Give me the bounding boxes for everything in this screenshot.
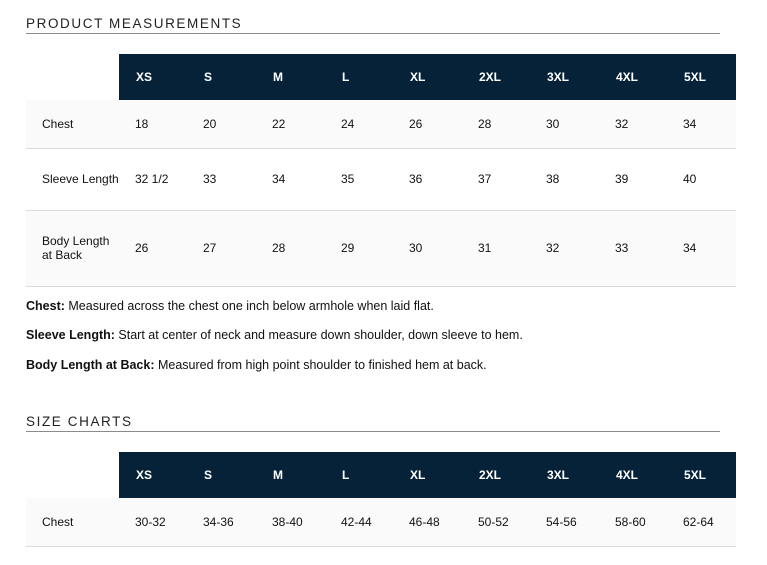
size-header: 3XL <box>530 452 599 498</box>
table-cell: 39 <box>599 148 667 211</box>
measurements-title: PRODUCT MEASUREMENTS <box>26 16 243 31</box>
table-cell: 35 <box>325 148 393 211</box>
size-header: 5XL <box>667 452 736 498</box>
table-cell: 34 <box>256 148 325 211</box>
table-cell: 50-52 <box>462 498 530 547</box>
note-chest: Chest: Measured across the chest one inc… <box>26 299 434 313</box>
table-cell: 58-60 <box>599 498 667 547</box>
table-cell: 26 <box>393 100 462 149</box>
table-cell: 20 <box>187 100 256 149</box>
row-label-sleeve-length: Sleeve Length <box>26 148 119 211</box>
size-header: L <box>325 54 393 100</box>
table-cell: 38 <box>530 148 599 211</box>
size-charts-title-rule <box>26 431 720 432</box>
measurements-table: XS S M L XL 2XL 3XL 4XL 5XL Chest 18 20 … <box>26 54 736 287</box>
size-header: 2XL <box>462 452 530 498</box>
note-text: Measured across the chest one inch below… <box>64 299 434 313</box>
note-body-length: Body Length at Back: Measured from high … <box>26 358 487 372</box>
table-cell: 32 <box>530 210 599 287</box>
row-label-chest: Chest <box>26 100 119 149</box>
size-header: 3XL <box>530 54 599 100</box>
table-cell: 30 <box>530 100 599 149</box>
note-text: Start at center of neck and measure down… <box>114 328 523 342</box>
measurements-header-row: XS S M L XL 2XL 3XL 4XL 5XL <box>26 54 736 100</box>
table-cell: 54-56 <box>530 498 599 547</box>
size-header: 4XL <box>599 452 667 498</box>
table-cell: 46-48 <box>393 498 462 547</box>
table-cell: 37 <box>462 148 530 211</box>
measurements-corner-cell <box>26 54 119 100</box>
note-term: Chest: <box>26 299 65 313</box>
table-row: Sleeve Length 32 1/2 33 34 35 36 37 38 3… <box>26 148 736 211</box>
size-charts-corner-cell <box>26 452 119 498</box>
table-cell: 28 <box>462 100 530 149</box>
size-header: L <box>325 452 393 498</box>
table-cell: 22 <box>256 100 325 149</box>
measurements-title-rule <box>26 33 720 34</box>
size-header: XL <box>393 452 462 498</box>
table-cell: 62-64 <box>667 498 736 547</box>
size-charts-table: XS S M L XL 2XL 3XL 4XL 5XL Chest 30-32 … <box>26 452 736 547</box>
table-cell: 33 <box>187 148 256 211</box>
note-text: Measured from high point shoulder to fin… <box>154 358 487 372</box>
size-header: XS <box>119 452 187 498</box>
table-cell: 42-44 <box>325 498 393 547</box>
table-cell: 29 <box>325 210 393 287</box>
table-cell: 24 <box>325 100 393 149</box>
table-row: Body Length at Back 26 27 28 29 30 31 32… <box>26 210 736 287</box>
size-header: M <box>256 452 325 498</box>
table-cell: 30 <box>393 210 462 287</box>
table-cell: 18 <box>119 100 187 149</box>
size-header: XL <box>393 54 462 100</box>
table-cell: 32 1/2 <box>119 148 187 211</box>
table-row: Chest 18 20 22 24 26 28 30 32 34 <box>26 100 736 149</box>
table-cell: 32 <box>599 100 667 149</box>
table-cell: 26 <box>119 210 187 287</box>
table-cell: 31 <box>462 210 530 287</box>
table-cell: 34 <box>667 100 736 149</box>
note-term: Sleeve Length: <box>26 328 115 342</box>
table-cell: 27 <box>187 210 256 287</box>
size-charts-header-row: XS S M L XL 2XL 3XL 4XL 5XL <box>26 452 736 498</box>
size-header: 5XL <box>667 54 736 100</box>
size-header: 2XL <box>462 54 530 100</box>
table-cell: 28 <box>256 210 325 287</box>
table-cell: 33 <box>599 210 667 287</box>
table-cell: 38-40 <box>256 498 325 547</box>
note-term: Body Length at Back: <box>26 358 155 372</box>
size-header: S <box>187 54 256 100</box>
size-header: M <box>256 54 325 100</box>
size-header: XS <box>119 54 187 100</box>
table-cell: 34-36 <box>187 498 256 547</box>
note-sleeve-length: Sleeve Length: Start at center of neck a… <box>26 328 523 342</box>
size-header: 4XL <box>599 54 667 100</box>
table-cell: 36 <box>393 148 462 211</box>
size-header: S <box>187 452 256 498</box>
table-cell: 30-32 <box>119 498 187 547</box>
row-label-body-length: Body Length at Back <box>26 210 119 287</box>
table-row: Chest 30-32 34-36 38-40 42-44 46-48 50-5… <box>26 498 736 547</box>
row-label-chest: Chest <box>26 498 119 547</box>
table-cell: 34 <box>667 210 736 287</box>
table-cell: 40 <box>667 148 736 211</box>
size-charts-title: SIZE CHARTS <box>26 414 133 429</box>
